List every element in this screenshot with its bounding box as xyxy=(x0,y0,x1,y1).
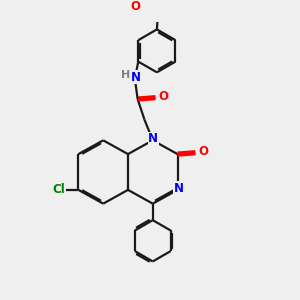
Text: H: H xyxy=(121,70,130,80)
Text: O: O xyxy=(159,90,169,103)
Text: N: N xyxy=(174,182,184,195)
Text: N: N xyxy=(148,133,158,146)
Text: Cl: Cl xyxy=(52,183,65,196)
Text: O: O xyxy=(130,0,140,13)
Text: O: O xyxy=(199,145,209,158)
Text: N: N xyxy=(131,70,141,83)
